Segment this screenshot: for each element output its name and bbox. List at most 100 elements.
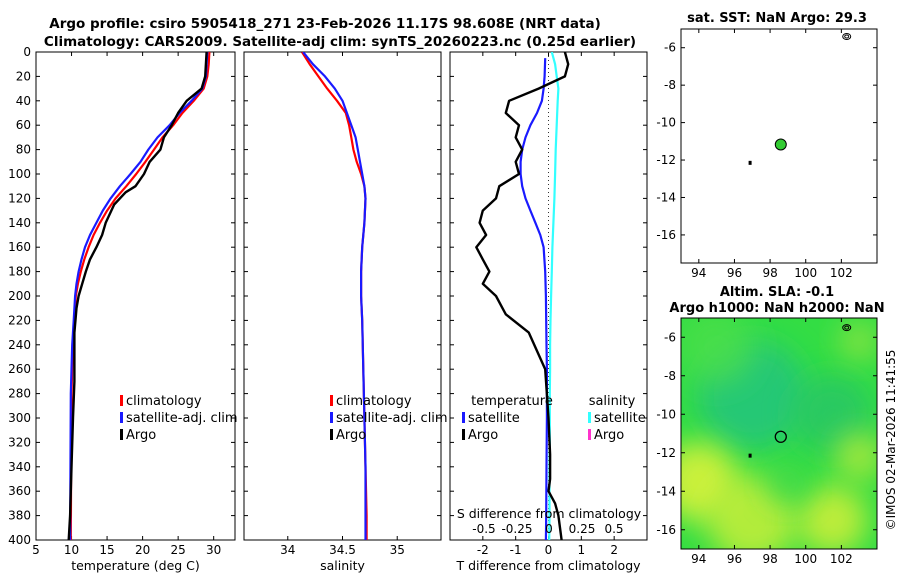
legend-label: Argo (468, 428, 498, 443)
y-tick-label: 240 (8, 338, 31, 352)
y-tick-label: -12 (656, 446, 676, 460)
legend-label: Argo (336, 428, 366, 443)
x-tick-label: 102 (830, 266, 853, 280)
sla-blob (834, 431, 877, 482)
x-tick-label: 94 (691, 552, 706, 566)
sla-field (681, 318, 877, 549)
x-axis-label: T difference from climatology (455, 558, 641, 573)
y-tick-label: 280 (8, 387, 31, 401)
x-tick-label: 30 (206, 543, 221, 557)
x-tick-label: 10 (64, 543, 79, 557)
plot-frame (35, 51, 236, 541)
x-tick-label: 96 (727, 552, 742, 566)
y-tick-label: 40 (16, 94, 31, 108)
legend-label: satellite (594, 411, 646, 426)
y-tick-label: 360 (8, 484, 31, 498)
island-marker (748, 453, 752, 458)
top-tick-label: -0.25 (501, 522, 532, 536)
top-tick-label: 0.5 (604, 522, 623, 536)
figure-title-line2: Climatology: CARS2009. Satellite-adj cli… (44, 34, 636, 50)
y-tick-label: 320 (8, 435, 31, 449)
legend-swatch (462, 429, 465, 440)
series-line-t-argo (475, 52, 570, 540)
legend-label: climatology (336, 394, 412, 409)
legend-label: Argo (594, 428, 624, 443)
island-outline (842, 32, 852, 40)
series-line-argo (67, 52, 208, 540)
legend-swatch (120, 412, 123, 423)
sla-blob (765, 459, 810, 504)
y-tick-label: -12 (656, 153, 676, 167)
y-tick-label: 200 (8, 289, 31, 303)
legend-label: satellite-adj. clim (126, 411, 238, 426)
x-tick-label: 100 (794, 552, 817, 566)
legend-swatch (120, 429, 123, 440)
y-tick-label: 260 (8, 362, 31, 376)
x-tick-label: 15 (99, 543, 114, 557)
legend-label: satellite (468, 411, 520, 426)
x-tick-label: 94 (691, 266, 706, 280)
legend-swatch (588, 429, 591, 440)
y-tick-label: -10 (656, 407, 676, 421)
salinity-panel: 34 34.5 35 salinity climatology satellite-adj… (243, 51, 448, 573)
x-tick-label: 96 (727, 266, 742, 280)
x-axis-label: salinity (320, 558, 365, 573)
legend-swatch (120, 395, 123, 406)
top-tick-label: 0.25 (569, 522, 596, 536)
y-tick-label: -14 (656, 190, 676, 204)
x-tick-label: 25 (171, 543, 186, 557)
x-tick-label: 20 (135, 543, 150, 557)
legend-header-salinity: salinity (589, 394, 636, 409)
x-tick-label: 34 (280, 543, 295, 557)
y-tick-label: 400 (8, 533, 31, 547)
y-tick-label: -6 (664, 330, 676, 344)
legend-label: Argo (126, 428, 156, 443)
y-tick-label: 180 (8, 265, 31, 279)
y-tick-label: 0 (23, 45, 31, 59)
x-tick-label: -2 (477, 543, 489, 557)
x-tick-label: 98 (762, 552, 777, 566)
island-outline (844, 34, 850, 39)
argo-position-marker (774, 138, 787, 151)
y-tick-label: -8 (664, 78, 676, 92)
island-outline (842, 324, 852, 332)
figure-title-line1: Argo profile: csiro 5905418_271 23-Feb-2… (49, 16, 600, 32)
y-tick-label: 340 (8, 460, 31, 474)
map-frame (680, 317, 878, 550)
x-tick-label: 35 (390, 543, 405, 557)
sla-blob (681, 318, 755, 385)
x-tick-label: 1 (578, 543, 586, 557)
sla-map-title-line2: Argo h1000: NaN h2000: NaN (669, 301, 884, 316)
y-tick-label: 20 (16, 69, 31, 83)
y-tick-label: 120 (8, 191, 31, 205)
y-tick-label: -16 (656, 523, 676, 537)
y-tick-label: -10 (656, 116, 676, 130)
y-tick-label: 160 (8, 240, 31, 254)
series-line-satellite-adj-clim (302, 52, 367, 540)
series-line-t-satellite (519, 58, 549, 540)
map-frame (680, 28, 878, 264)
legend-swatch (462, 412, 465, 423)
legend-label: climatology (126, 394, 202, 409)
x-tick-label: 0 (545, 543, 553, 557)
sst-map-panel: 94 96 98 100 102 -6 -8 -10 -12 -14 -16 sat. SST: Na… (656, 11, 878, 280)
x-tick-label: 5 (32, 543, 40, 557)
y-tick-label: -6 (664, 41, 676, 55)
temperature-panel: 5 10 15 20 25 3002040608010012014016018020022… (8, 45, 238, 573)
legend-header-temperature: temperature (471, 394, 553, 409)
copyright-label: ©IMOS 02-Mar-2026 11:41:55 (884, 350, 898, 531)
legend-swatch (588, 412, 591, 423)
top-tick-label: -0.5 (472, 522, 495, 536)
x-tick-label: 34.5 (329, 543, 356, 557)
y-tick-label: -16 (656, 228, 676, 242)
y-tick-label: 140 (8, 216, 31, 230)
x-tick-label: 2 (610, 543, 618, 557)
plot-frame (243, 51, 442, 541)
sla-blob (839, 321, 877, 362)
top-tick-label: 0 (545, 522, 553, 536)
y-tick-label: -8 (664, 369, 676, 383)
x-tick-label: 100 (794, 266, 817, 280)
sla-blob (797, 485, 868, 549)
legend-label: satellite-adj. clim (336, 411, 448, 426)
